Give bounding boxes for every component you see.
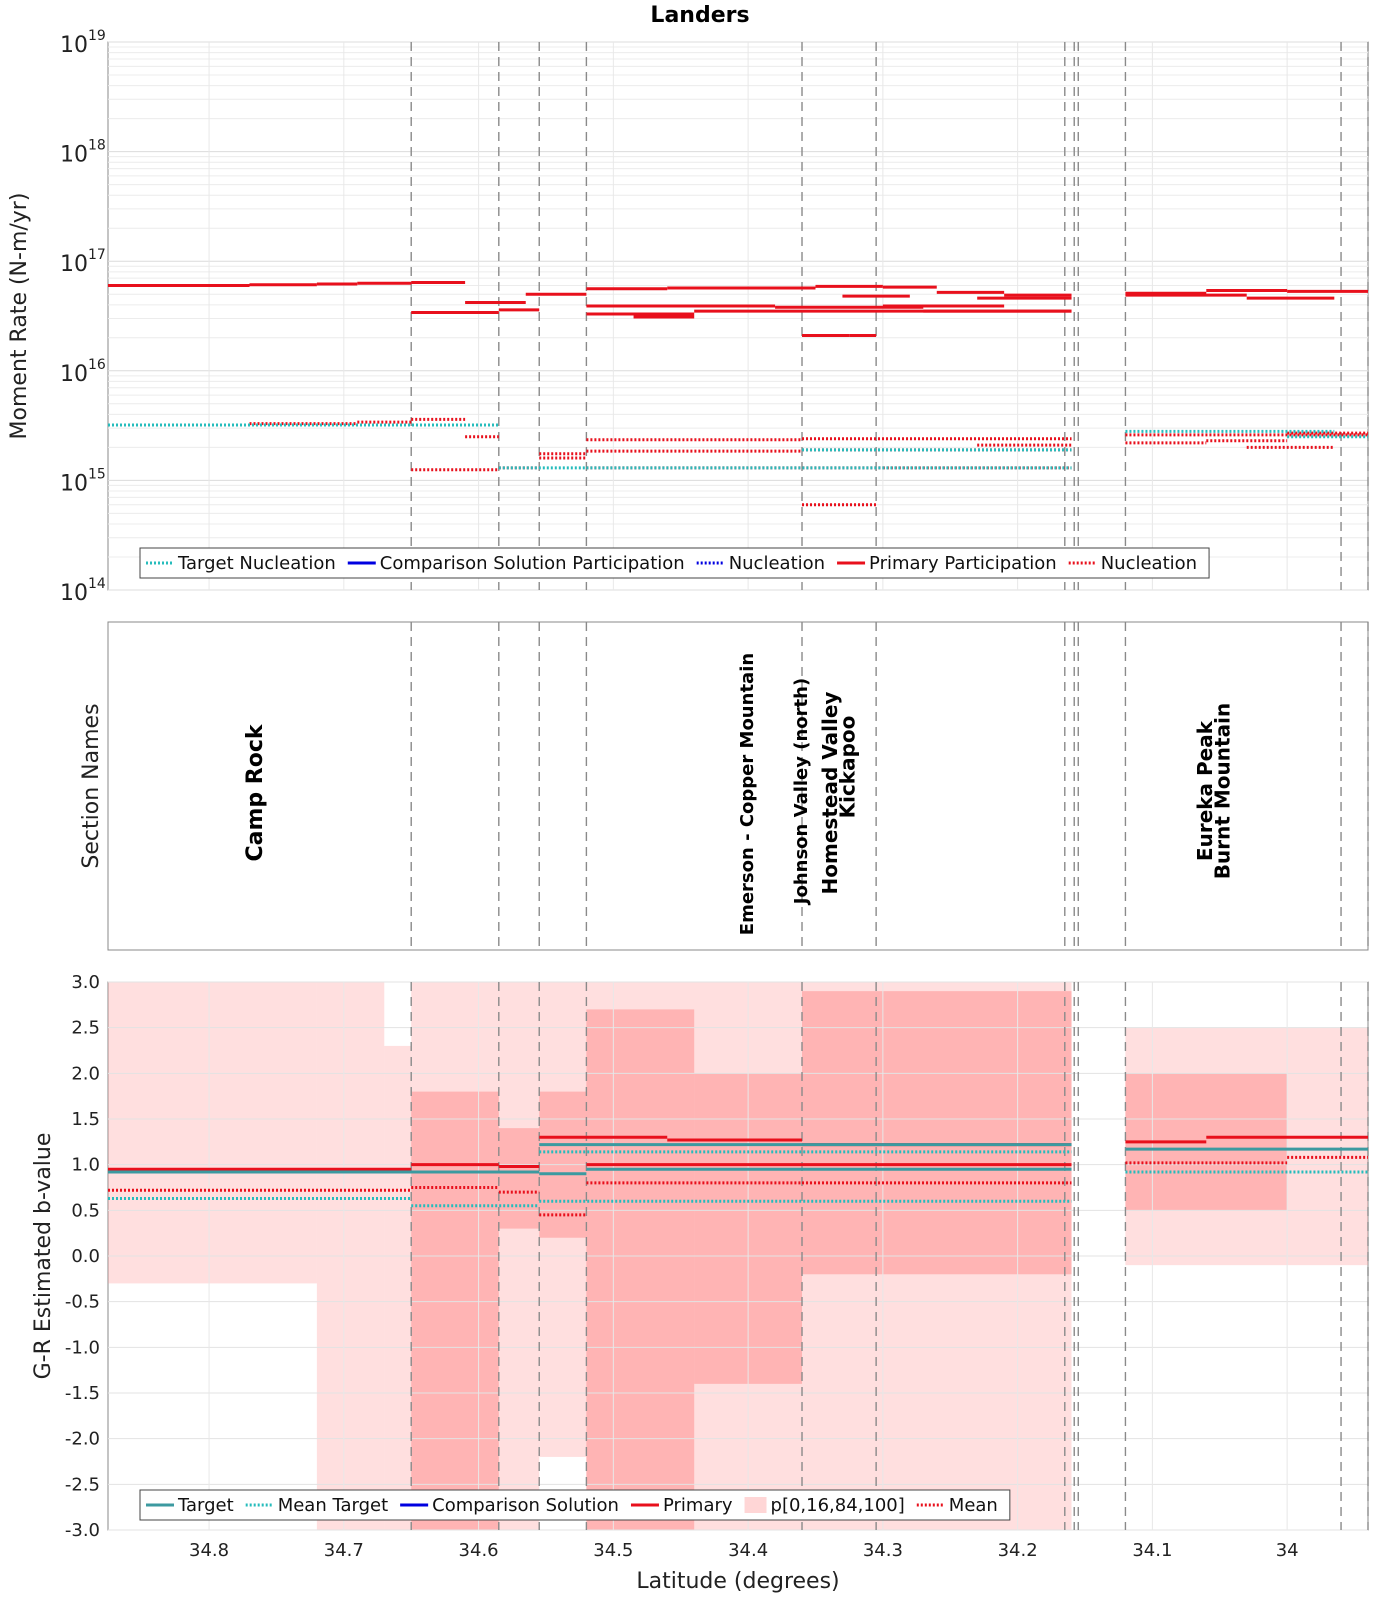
percentile-band-16-84 — [802, 991, 1072, 1275]
legend-label: p[0,16,84,100] — [771, 1495, 905, 1516]
y-tick-label: -0.5 — [65, 1292, 100, 1313]
x-axis-label: Latitude (degrees) — [636, 1569, 839, 1594]
y-tick-exponent: 19 — [88, 28, 106, 44]
y-tick-label: 10 — [60, 143, 88, 168]
section-name-label: Emerson - Copper Mountain — [737, 653, 758, 935]
chart-title: Landers — [650, 3, 749, 28]
legend-label: Primary Participation — [869, 553, 1057, 574]
legend-label: Mean — [949, 1495, 998, 1516]
x-tick-label: 34.1 — [1132, 1540, 1172, 1561]
percentile-band-0-100 — [1125, 1027, 1368, 1266]
legend-label: Target Nucleation — [177, 553, 336, 574]
percentile-band-16-84 — [498, 1128, 540, 1229]
section-names-panel: Section Names Camp Rock Emerson - Copper M… — [79, 621, 1369, 951]
y-tick-exponent: 16 — [88, 357, 106, 373]
section-name-label: Camp Rock — [243, 723, 268, 861]
legend-box — [139, 547, 1210, 579]
percentile-band-0-100 — [108, 982, 317, 1284]
y-tick-label: 1.0 — [71, 1155, 100, 1176]
x-tick-label: 34.3 — [863, 1540, 903, 1561]
y-tick-label: 10 — [60, 581, 88, 606]
x-tick-label: 34.5 — [593, 1540, 633, 1561]
percentile-band-16-84 — [411, 1091, 499, 1530]
moment-rate-plot-area — [107, 41, 1369, 591]
legend-label: Mean Target — [278, 1495, 388, 1516]
legend-label: Comparison Solution — [432, 1495, 619, 1516]
b-value-panel: 3.0 2.5 2.0 1.5 1.0 0.5 0.0 -0.5 -1.0 -1.5 -2.0 -2.… — [31, 972, 1369, 1594]
legend-swatch — [744, 1497, 767, 1513]
y-tick-label: -2.0 — [65, 1429, 100, 1450]
y-axis-label: G-R Estimated b-value — [31, 1133, 56, 1380]
legend: Target Nucleation Comparison Solution Par… — [139, 547, 1210, 579]
percentile-band-0-100 — [384, 1045, 412, 1530]
legend-label: Nucleation — [1101, 553, 1197, 574]
y-tick-label: 3.0 — [71, 972, 100, 993]
x-tick-label: 34.2 — [998, 1540, 1038, 1561]
y-tick-exponent: 18 — [88, 138, 106, 154]
y-tick-label: 10 — [60, 33, 88, 58]
legend-label: Primary — [663, 1495, 733, 1516]
legend-label: Comparison Solution Participation — [380, 553, 685, 574]
x-tick-label: 34.7 — [324, 1540, 364, 1561]
y-tick-exponent: 17 — [88, 247, 106, 263]
section-names-plot-area — [107, 621, 1369, 951]
section-name-label: Eureka Peak — [1193, 720, 1217, 861]
section-name-label: Homestead Valley — [818, 692, 842, 895]
legend: Target Mean Target Comparison Solution Prim… — [139, 1489, 1011, 1521]
y-tick-label: 10 — [60, 252, 88, 277]
legend-label: Target — [177, 1495, 234, 1516]
section-name-label: Burnt Mountain — [1210, 703, 1234, 879]
x-tick-label: 34.4 — [728, 1540, 768, 1561]
y-tick-label: 2.0 — [71, 1063, 100, 1084]
x-tick-label: 34 — [1276, 1540, 1299, 1561]
y-tick-exponent: 14 — [88, 576, 106, 592]
y-tick-label: -3.0 — [65, 1520, 100, 1541]
y-tick-label: 10 — [60, 362, 88, 387]
x-tick-label: 34.6 — [459, 1540, 499, 1561]
y-tick-label: 2.5 — [71, 1018, 100, 1039]
y-tick-label: 0.5 — [71, 1200, 100, 1221]
y-tick-label: 0.0 — [71, 1246, 100, 1267]
x-tick-label: 34.8 — [189, 1540, 229, 1561]
y-tick-label: -1.0 — [65, 1337, 100, 1358]
section-names-axis-label: Section Names — [79, 703, 104, 868]
y-tick-label: 10 — [60, 471, 88, 496]
section-name-label: Johnson Valley (north) — [791, 678, 812, 906]
y-tick-label: -2.5 — [65, 1474, 100, 1495]
y-tick-label: -1.5 — [65, 1383, 100, 1404]
y-axis-label: Moment Rate (N-m/yr) — [7, 193, 32, 440]
percentile-band-0-100 — [539, 982, 587, 1457]
section-name-label: Kickapoo — [836, 716, 860, 819]
y-tick-exponent: 15 — [88, 466, 106, 482]
legend-label: Nucleation — [729, 553, 825, 574]
y-tick-label: 1.5 — [71, 1109, 100, 1130]
percentile-band-16-84 — [586, 1009, 695, 1530]
legend-box — [139, 1489, 1011, 1521]
